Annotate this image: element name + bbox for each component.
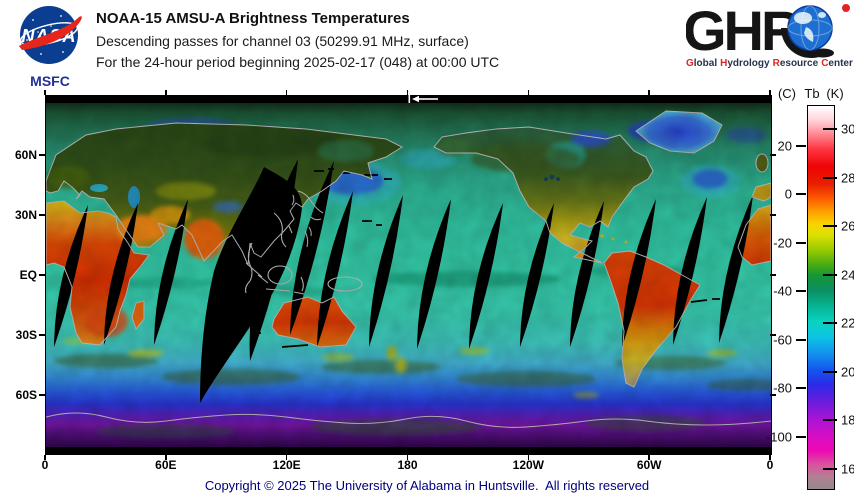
celsius-tick: [796, 435, 806, 438]
lon-tick-top: [44, 90, 46, 95]
lat-tick-right: [770, 274, 776, 276]
celsius-tick: [796, 144, 806, 147]
colorbar: [807, 105, 835, 490]
kelvin-tick: [823, 273, 837, 276]
kelvin-tick-label: 160: [841, 461, 854, 477]
celsius-tick-label: -100: [765, 429, 792, 445]
colorbar-unit-kelvin: (K): [826, 86, 844, 101]
celsius-tick: [796, 193, 806, 196]
kelvin-tick: [823, 419, 837, 422]
subtitle-channel: Descending passes for channel 03 (50299.…: [96, 33, 469, 49]
lat-tick-right: [770, 394, 776, 396]
lat-tick-left: [39, 274, 45, 276]
lon-tick-bottom: [406, 455, 409, 460]
lat-tick-left: [39, 334, 45, 336]
kelvin-tick-label: 300: [841, 121, 854, 137]
lat-tick-label: 30N: [14, 208, 37, 222]
kelvin-tick: [823, 225, 837, 228]
lon-tick-bottom: [648, 455, 650, 460]
title-block: NOAA-15 AMSU-A Brightness Temperatures D…: [96, 10, 499, 75]
lon-tick-label: 60E: [155, 458, 177, 472]
kelvin-tick: [823, 467, 837, 470]
kelvin-tick: [823, 322, 837, 325]
lon-tick-top: [285, 90, 288, 95]
kelvin-tick-label: 180: [841, 412, 854, 428]
lat-tick-left: [39, 214, 45, 216]
kelvin-tick-label: 260: [841, 218, 854, 234]
map-area: [45, 95, 772, 455]
lon-tick-label: 0: [41, 458, 49, 472]
kelvin-tick-label: 200: [841, 364, 854, 380]
subtitle-period: For the 24-hour period beginning 2025-02…: [96, 54, 500, 70]
pass-direction-arrow: [408, 95, 438, 103]
msfc-label: MSFC: [30, 73, 70, 89]
lon-tick-label: 0: [766, 458, 774, 472]
colorbar-unit-celsius: (C): [777, 86, 797, 101]
lat-tick-right: [770, 214, 776, 216]
lon-tick-top: [769, 90, 771, 95]
lon-tick-label: 120E: [272, 458, 301, 472]
lon-tick-top: [648, 90, 650, 95]
celsius-tick-label: 0: [784, 186, 792, 202]
lon-tick-top: [165, 90, 167, 95]
kelvin-tick: [823, 128, 837, 131]
celsius-tick: [796, 387, 806, 390]
lat-tick-label: 60S: [15, 388, 37, 402]
kelvin-tick: [823, 370, 837, 373]
lon-tick-bottom: [285, 455, 288, 460]
lon-tick-bottom: [44, 455, 46, 460]
kelvin-tick-label: 240: [841, 267, 854, 283]
lon-tick-bottom: [527, 455, 530, 460]
nasa-msfc-logo: NASA MSFC: [10, 4, 90, 89]
celsius-tick-label: 20: [777, 138, 792, 154]
ghrc-tagline: Global Hydrology Resource Center: [686, 58, 853, 69]
celsius-tick-label: -20: [773, 235, 792, 251]
copyright-notice: Copyright © 2025 The University of Alaba…: [204, 478, 650, 493]
lon-tick-bottom: [769, 455, 771, 460]
noise-texture: [46, 103, 771, 447]
lon-tick-label: 60W: [636, 458, 662, 472]
lon-tick-top: [406, 90, 409, 95]
lon-tick-bottom: [165, 455, 167, 460]
lat-tick-label: 30S: [15, 328, 37, 342]
ghrc-tagline-word: Resource: [772, 58, 819, 69]
lat-tick-right: [770, 334, 776, 336]
kelvin-tick-label: 220: [841, 315, 854, 331]
lat-tick-label: 60N: [14, 148, 37, 162]
celsius-tick-label: -40: [773, 283, 792, 299]
celsius-tick: [796, 241, 806, 244]
colorbar-quantity: Tb: [804, 86, 820, 101]
celsius-tick: [796, 290, 806, 293]
ghrc-logo: GHR Global Hydrology Resource Center: [683, 0, 854, 69]
kelvin-tick: [823, 176, 837, 179]
kelvin-tick-label: 280: [841, 170, 854, 186]
ghrc-logo-icon: GHR: [683, 0, 850, 62]
ghrc-tagline-word: Center: [821, 58, 853, 69]
world-map: [46, 95, 771, 455]
lon-tick-label: 180: [397, 458, 418, 472]
lon-tick-label: 120W: [512, 458, 544, 472]
lat-tick-left: [39, 394, 45, 396]
lat-tick-right: [770, 154, 776, 156]
celsius-tick-label: -80: [773, 380, 792, 396]
ghrc-tagline-word: Hydrology: [720, 58, 770, 69]
ghrc-tagline-word: Global: [686, 58, 718, 69]
lat-tick-left: [39, 154, 45, 156]
nasa-meatball-icon: NASA: [19, 6, 82, 64]
celsius-tick-label: -60: [773, 332, 792, 348]
page-title: NOAA-15 AMSU-A Brightness Temperatures: [96, 10, 410, 27]
lon-tick-top: [527, 90, 530, 95]
celsius-tick: [796, 338, 806, 341]
polar-gap-bottom: [46, 447, 771, 455]
lat-tick-label: EQ: [19, 268, 37, 282]
